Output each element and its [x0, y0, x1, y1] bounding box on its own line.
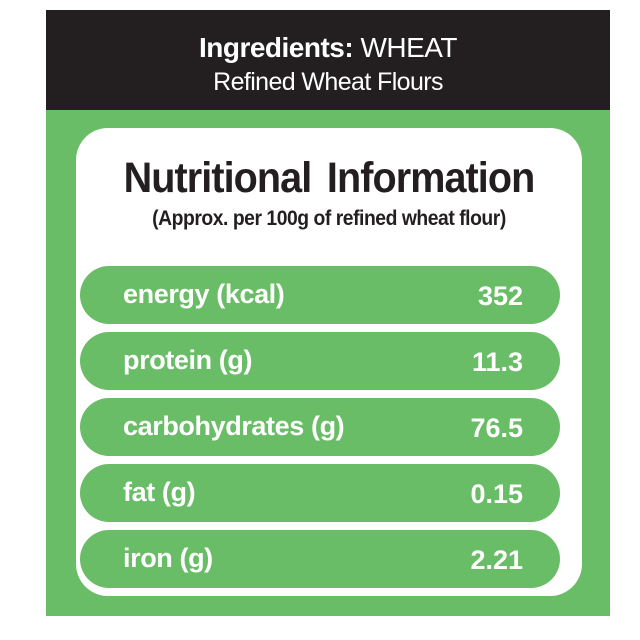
nutrient-label: protein (g)	[123, 345, 253, 375]
nutrient-label: fat (g)	[123, 477, 196, 507]
title: Nutritional Information	[123, 154, 536, 202]
header-subtitle: Refined Wheat Flours	[213, 68, 443, 96]
nutrient-value: 76.5	[470, 413, 523, 443]
nutrient-value: 0.15	[470, 479, 523, 509]
ingredients-label: Ingredients:	[198, 32, 354, 63]
nutrient-value: 2.21	[470, 545, 523, 575]
ingredients-value: WHEAT	[360, 32, 458, 63]
nutrient-row: energy (kcal) 352	[80, 266, 560, 324]
nutrient-value: 352	[477, 281, 523, 311]
nutrient-value: 11.3	[471, 347, 523, 377]
nutrient-label: iron (g)	[123, 543, 213, 573]
nutrient-label: carbohydrates (g)	[123, 411, 345, 441]
nutrient-label: energy (kcal)	[123, 279, 285, 309]
nutrient-row: carbohydrates (g) 76.5	[80, 398, 560, 456]
header: Ingredients: WHEAT Refined Wheat Flours	[46, 10, 610, 110]
nutrient-row: iron (g) 2.21	[80, 530, 560, 588]
ingredients-line: Ingredients: WHEAT	[46, 32, 610, 64]
nutrient-row: protein (g) 11.3	[80, 332, 560, 390]
nutrient-row: fat (g) 0.15	[80, 464, 560, 522]
subtitle: (Approx. per 100g of refined wheat flour…	[152, 207, 506, 230]
